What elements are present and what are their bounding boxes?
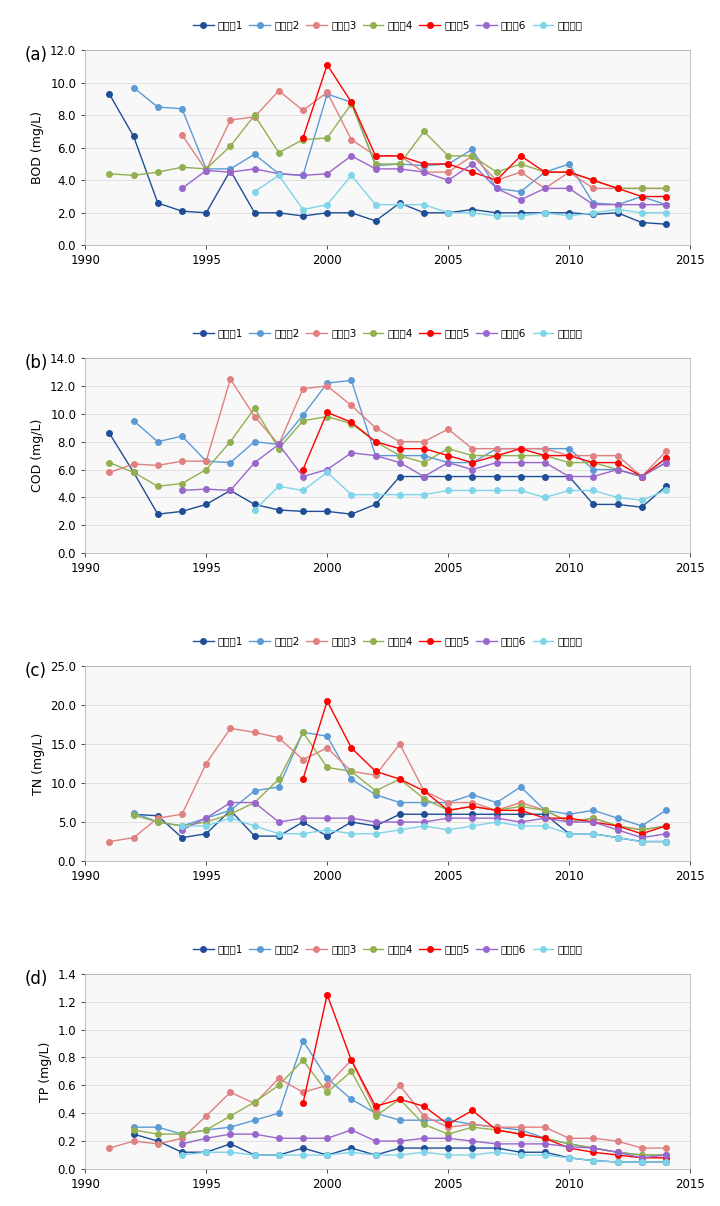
Legend: 경안천1, 경안천2, 경안천3, 경안천4, 경안천5, 경안천6, 근지암천: 경안천1, 경안천2, 경안천3, 경안천4, 경안천5, 경안천6, 근지암천 bbox=[189, 324, 587, 343]
Y-axis label: TN (mg/L): TN (mg/L) bbox=[32, 732, 45, 795]
Text: (c): (c) bbox=[24, 662, 47, 680]
Legend: 경안천1, 경안천2, 경안천3, 경안천4, 경안천5, 경안천6, 근지암천: 경안천1, 경안천2, 경안천3, 경안천4, 경안천5, 경안천6, 근지암천 bbox=[189, 17, 587, 35]
Text: (a): (a) bbox=[24, 46, 48, 64]
Legend: 경안천1, 경안천2, 경안천3, 경안천4, 경안천5, 경안천6, 근지암천: 경안천1, 경안천2, 경안천3, 경안천4, 경안천5, 경안천6, 근지암천 bbox=[189, 939, 587, 959]
Y-axis label: BOD (mg/L): BOD (mg/L) bbox=[32, 111, 45, 185]
Text: (b): (b) bbox=[24, 355, 48, 373]
Legend: 경안천1, 경안천2, 경안천3, 경안천4, 경안천5, 경안천6, 근지암천: 경안천1, 경안천2, 경안천3, 경안천4, 경안천5, 경안천6, 근지암천 bbox=[189, 632, 587, 650]
Y-axis label: COD (mg/L): COD (mg/L) bbox=[32, 418, 45, 492]
Y-axis label: TP (mg/L): TP (mg/L) bbox=[39, 1041, 52, 1101]
Text: (d): (d) bbox=[24, 970, 48, 988]
